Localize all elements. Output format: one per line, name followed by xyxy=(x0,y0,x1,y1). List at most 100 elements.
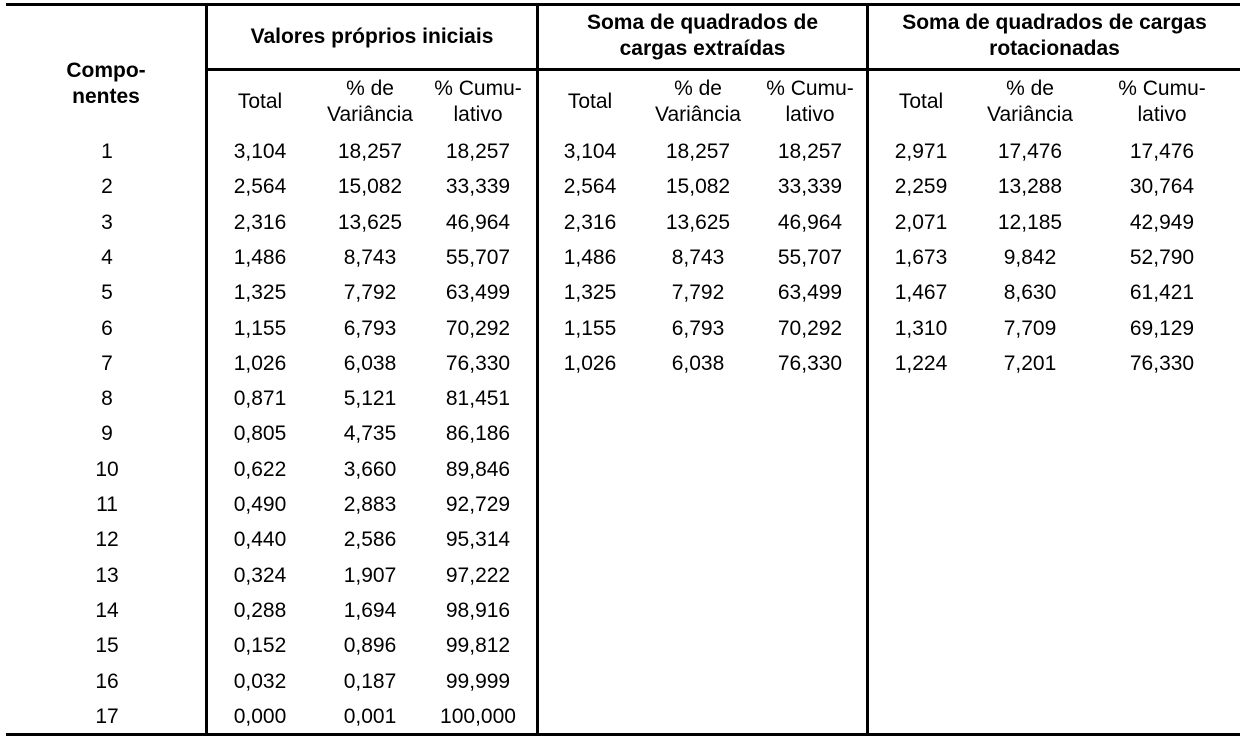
group-header-rule xyxy=(205,68,1240,71)
cell-extracted-pct-variance: 6,038 xyxy=(671,351,725,375)
components-header-line2: nentes xyxy=(72,85,140,108)
cell-rotated-pct-variance: 13,288 xyxy=(997,175,1063,199)
cell-extracted-pct-variance: 6,793 xyxy=(671,316,725,340)
group-header-rotation-line1: Soma de quadrados de cargas xyxy=(902,11,1207,34)
cell-rotated-pct-variance: 9,842 xyxy=(1003,245,1057,269)
cell-initial-pct-variance: 6,793 xyxy=(343,316,397,340)
subheader-initial-pct-variance: % de Variância xyxy=(305,76,435,128)
component-number: 12 xyxy=(95,528,119,552)
component-number: 3 xyxy=(101,210,113,234)
cell-extracted-pct-cumulative: 63,499 xyxy=(777,281,843,305)
cell-initial-pct-variance: 5,121 xyxy=(343,387,397,411)
component-number: 15 xyxy=(95,634,119,658)
cell-initial-pct-cumulative: 95,314 xyxy=(445,528,511,552)
cell-extracted-pct-cumulative: 70,292 xyxy=(777,316,843,340)
cell-extracted-pct-cumulative: 18,257 xyxy=(777,140,843,163)
cell-initial-pct-cumulative: 100,000 xyxy=(440,704,516,728)
subheader-line: Total xyxy=(898,90,944,113)
cell-rotated-pct-cumulative: 17,476 xyxy=(1129,140,1195,163)
component-number: 5 xyxy=(101,281,113,305)
cell-initial-total: 0,032 xyxy=(233,669,287,693)
subheader-line: Variância xyxy=(655,103,741,126)
cell-extracted-pct-variance: 18,257 xyxy=(665,140,731,163)
cell-initial-total: 1,155 xyxy=(233,316,287,340)
cell-extracted-pct-variance: 13,625 xyxy=(665,210,731,234)
cell-initial-pct-variance: 0,001 xyxy=(343,704,397,728)
component-number: 14 xyxy=(95,598,119,622)
cell-initial-pct-cumulative: 97,222 xyxy=(445,563,511,587)
cell-initial-total: 3,104 xyxy=(233,140,287,163)
subheader-line: % de xyxy=(1006,77,1054,100)
components-header-line1: Compo- xyxy=(66,59,146,82)
subheader-line: % de xyxy=(346,77,394,100)
subheader-line: Total xyxy=(567,90,613,113)
cell-initial-pct-cumulative: 99,812 xyxy=(445,634,511,658)
cell-initial-pct-cumulative: 98,916 xyxy=(445,598,511,622)
top-rule xyxy=(6,3,1240,6)
subheader-rotated-total: Total xyxy=(856,89,986,115)
divider-components xyxy=(205,4,208,735)
cell-initial-pct-cumulative: 18,257 xyxy=(445,140,511,163)
group-header-extraction-line2: cargas extraídas xyxy=(619,37,786,60)
cell-initial-pct-variance: 15,082 xyxy=(337,175,403,199)
cell-initial-pct-cumulative: 46,964 xyxy=(445,210,511,234)
cell-initial-total: 0,152 xyxy=(233,634,287,658)
divider-extracted-rotated xyxy=(866,4,869,735)
cell-initial-total: 0,622 xyxy=(233,457,287,481)
cell-initial-pct-variance: 1,694 xyxy=(343,598,397,622)
component-number: 16 xyxy=(95,669,119,693)
cell-initial-pct-variance: 2,883 xyxy=(343,493,397,516)
cell-initial-pct-cumulative: 63,499 xyxy=(445,281,511,305)
cell-initial-total: 1,325 xyxy=(233,281,287,305)
cell-initial-total: 2,316 xyxy=(233,210,287,234)
cell-initial-pct-variance: 18,257 xyxy=(337,140,403,163)
subheader-line: % de xyxy=(674,77,722,100)
component-number: 4 xyxy=(101,245,113,269)
components-header: Compo- nentes xyxy=(6,58,206,110)
cell-initial-pct-cumulative: 70,292 xyxy=(445,316,511,340)
subheader-rotated-pct-variance: % de Variância xyxy=(965,76,1095,128)
subheader-extracted-pct-variance: % de Variância xyxy=(633,76,763,128)
cell-initial-total: 0,871 xyxy=(233,387,287,411)
cell-initial-pct-cumulative: 81,451 xyxy=(445,387,511,411)
cell-rotated-total: 2,259 xyxy=(894,175,948,199)
cell-initial-pct-variance: 2,586 xyxy=(343,528,397,552)
cell-initial-pct-cumulative: 89,846 xyxy=(445,457,511,481)
cell-initial-pct-cumulative: 92,729 xyxy=(445,493,511,516)
subheader-initial-total: Total xyxy=(195,89,325,115)
cell-rotated-total: 1,310 xyxy=(894,316,948,340)
subheader-extracted-pct-cumulative: % Cumu-lativo xyxy=(745,76,875,128)
cell-initial-pct-cumulative: 55,707 xyxy=(445,245,511,269)
subheader-line: Variância xyxy=(987,103,1073,126)
component-number: 11 xyxy=(96,493,118,516)
cell-initial-pct-variance: 6,038 xyxy=(343,351,397,375)
cell-rotated-total: 1,224 xyxy=(894,351,948,375)
cell-initial-pct-cumulative: 33,339 xyxy=(445,175,511,199)
cell-rotated-pct-cumulative: 52,790 xyxy=(1129,245,1195,269)
cell-initial-pct-cumulative: 86,186 xyxy=(445,422,511,446)
cell-rotated-total: 2,971 xyxy=(894,140,948,163)
cell-initial-total: 1,486 xyxy=(233,245,287,269)
subheader-extracted-total: Total xyxy=(525,89,655,115)
cell-rotated-pct-variance: 17,476 xyxy=(997,140,1063,163)
cell-rotated-pct-variance: 8,630 xyxy=(1003,281,1057,305)
cell-initial-pct-variance: 1,907 xyxy=(343,563,397,587)
cell-initial-pct-variance: 0,896 xyxy=(343,634,397,658)
cell-extracted-total: 1,155 xyxy=(563,316,617,340)
component-number: 1 xyxy=(101,140,113,163)
cell-extracted-total: 3,104 xyxy=(563,140,617,163)
cell-rotated-pct-cumulative: 30,764 xyxy=(1129,175,1195,199)
group-header-extraction-line1: Soma de quadrados de xyxy=(586,11,819,34)
subheader-rotated-pct-cumulative: % Cumu-lativo xyxy=(1097,76,1227,128)
cell-extracted-total: 1,325 xyxy=(563,281,617,305)
cell-initial-pct-variance: 13,625 xyxy=(337,210,403,234)
cell-rotated-pct-cumulative: 42,949 xyxy=(1129,210,1195,234)
divider-initial-extracted xyxy=(536,4,539,735)
cell-extracted-pct-cumulative: 33,339 xyxy=(777,175,843,199)
group-header-rotation-loadings: Soma de quadrados de cargas rotacionadas xyxy=(869,10,1240,62)
component-number: 9 xyxy=(101,422,113,446)
subheader-line: % Cumu- xyxy=(434,77,522,100)
cell-initial-pct-variance: 8,743 xyxy=(343,245,397,269)
group-header-initial-line1: Valores próprios iniciais xyxy=(250,25,494,48)
cell-initial-total: 0,490 xyxy=(233,493,287,516)
